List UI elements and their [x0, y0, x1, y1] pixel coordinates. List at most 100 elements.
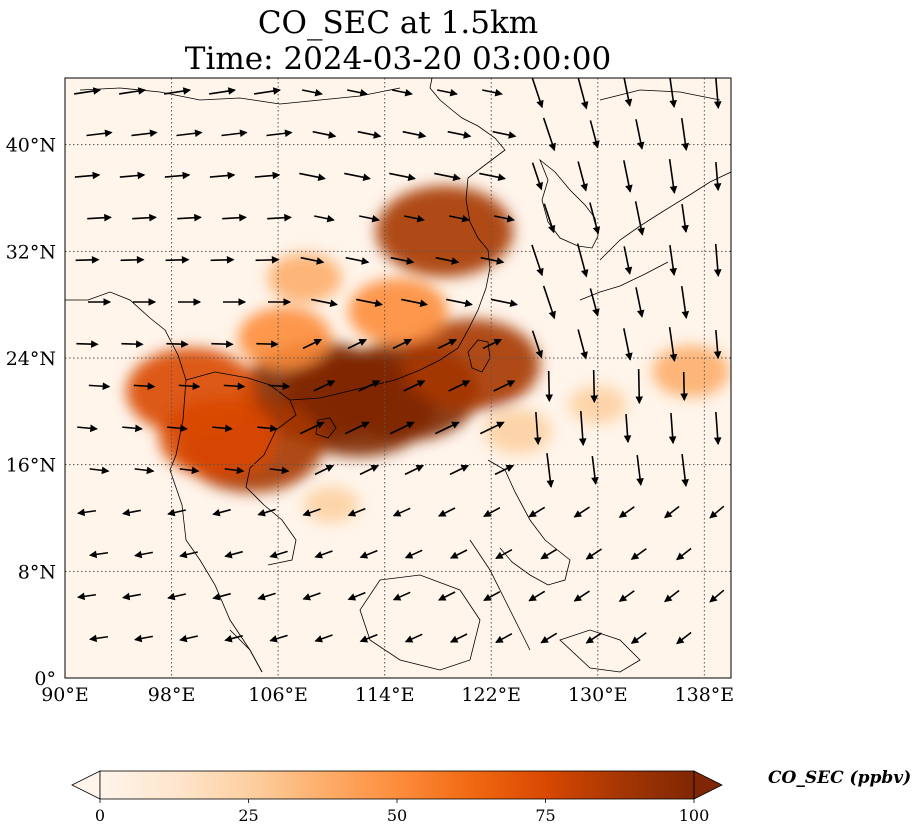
wind-arrow — [709, 589, 725, 603]
wind-arrow — [403, 380, 426, 392]
wind-arrow — [347, 338, 368, 350]
wind-arrow — [257, 508, 276, 517]
wind-arrow — [122, 592, 141, 601]
wind-arrow — [545, 370, 553, 403]
lon-tick-label: 106°E — [248, 684, 308, 706]
wind-arrow — [578, 410, 587, 447]
wind-arrow — [669, 245, 677, 276]
lat-lon-gridlines — [65, 78, 731, 678]
wind-arrow — [573, 590, 590, 602]
wind-arrow — [178, 382, 201, 391]
wind-arrow — [359, 549, 378, 559]
wind-arrow — [664, 505, 680, 519]
wind-arrow — [668, 412, 677, 445]
wind-arrow — [347, 591, 366, 601]
wind-arrow — [167, 592, 186, 601]
wind-arrow — [88, 382, 111, 391]
wind-arrow — [302, 508, 321, 517]
colorbar-tick-label: 75 — [535, 806, 555, 825]
wind-arrow — [531, 330, 543, 359]
wind-arrow — [533, 411, 542, 446]
colorbar-min-extend — [71, 770, 101, 800]
wind-arrow — [630, 632, 647, 644]
wind-arrow — [179, 550, 198, 559]
wind-arrow — [713, 411, 722, 446]
co-plume-11 — [483, 408, 552, 454]
wind-arrow — [668, 327, 678, 362]
wind-arrow — [623, 160, 633, 193]
wind-arrow — [357, 130, 382, 139]
wind-arrow — [494, 464, 515, 476]
wind-arrow — [122, 508, 141, 517]
wind-arrow — [210, 256, 235, 264]
wind-arrow — [86, 129, 113, 138]
wind-arrow — [211, 340, 234, 348]
wind-arrow — [542, 117, 556, 152]
lat-tick-label: 24°N — [6, 348, 56, 370]
wind-arrow — [493, 380, 516, 392]
wind-arrow — [528, 506, 546, 518]
wind-arrow — [713, 329, 722, 360]
wind-arrow — [483, 590, 501, 602]
wind-arrow — [133, 298, 157, 306]
wind-arrow — [540, 548, 558, 560]
wind-arrow — [134, 550, 153, 559]
lon-tick-label: 98°E — [148, 684, 196, 706]
wind-arrow — [591, 456, 599, 486]
lon-tick-label: 114°E — [355, 684, 415, 706]
colorbar-gradient — [99, 770, 695, 800]
wind-arrow — [179, 634, 198, 643]
lon-tick-label: 122°E — [461, 684, 521, 706]
wind-arrow — [224, 550, 243, 559]
wind-arrow — [209, 171, 236, 180]
wind-vectors — [74, 78, 725, 645]
wind-arrow — [630, 548, 647, 560]
wind-arrow — [635, 287, 645, 318]
wind-arrow — [713, 243, 722, 278]
wind-arrow — [543, 203, 556, 234]
wind-arrow — [528, 590, 546, 602]
wind-arrow — [531, 78, 544, 109]
map-time: Time: 2024-03-20 03:00:00 — [184, 41, 612, 77]
lat-tick-label: 32°N — [6, 241, 56, 263]
wind-arrow — [402, 130, 427, 139]
wind-arrow — [404, 633, 423, 643]
wind-arrow — [223, 298, 247, 306]
colorbar-tick-label: 0 — [95, 806, 105, 825]
wind-arrow — [359, 633, 378, 643]
wind-arrow — [585, 632, 602, 644]
wind-arrow — [404, 464, 425, 476]
wind-arrow — [573, 506, 590, 518]
wind-arrow — [590, 369, 599, 404]
wind-arrow — [267, 213, 292, 222]
wind-arrow — [390, 256, 415, 265]
wind-arrow — [623, 328, 633, 361]
wind-arrow — [618, 590, 635, 602]
lon-tick-label: 130°E — [568, 684, 628, 706]
lon-tick-label: 90°E — [41, 684, 89, 706]
wind-arrow — [255, 256, 280, 264]
colorbar-tick-label: 50 — [387, 806, 407, 825]
wind-arrow — [495, 548, 513, 560]
wind-arrow — [618, 506, 635, 518]
wind-arrow — [74, 87, 101, 95]
co-plume-12 — [568, 385, 627, 424]
wind-arrow — [482, 88, 503, 97]
wind-arrow — [681, 204, 689, 233]
wind-arrow — [76, 592, 97, 601]
wind-arrow — [449, 633, 468, 643]
wind-arrow — [300, 256, 325, 265]
wind-arrow — [268, 298, 292, 306]
wind-arrow — [589, 288, 600, 317]
wind-arrow — [75, 256, 100, 264]
wind-arrow — [178, 298, 202, 306]
wind-arrow — [119, 87, 146, 95]
wind-arrow — [266, 129, 293, 138]
wind-arrow — [669, 78, 677, 108]
wind-arrow — [302, 338, 323, 350]
wind-arrow — [314, 214, 335, 223]
map-title: CO_SEC at 1.5km — [257, 5, 539, 41]
wind-arrow — [133, 382, 156, 391]
wind-arrow — [88, 634, 109, 643]
